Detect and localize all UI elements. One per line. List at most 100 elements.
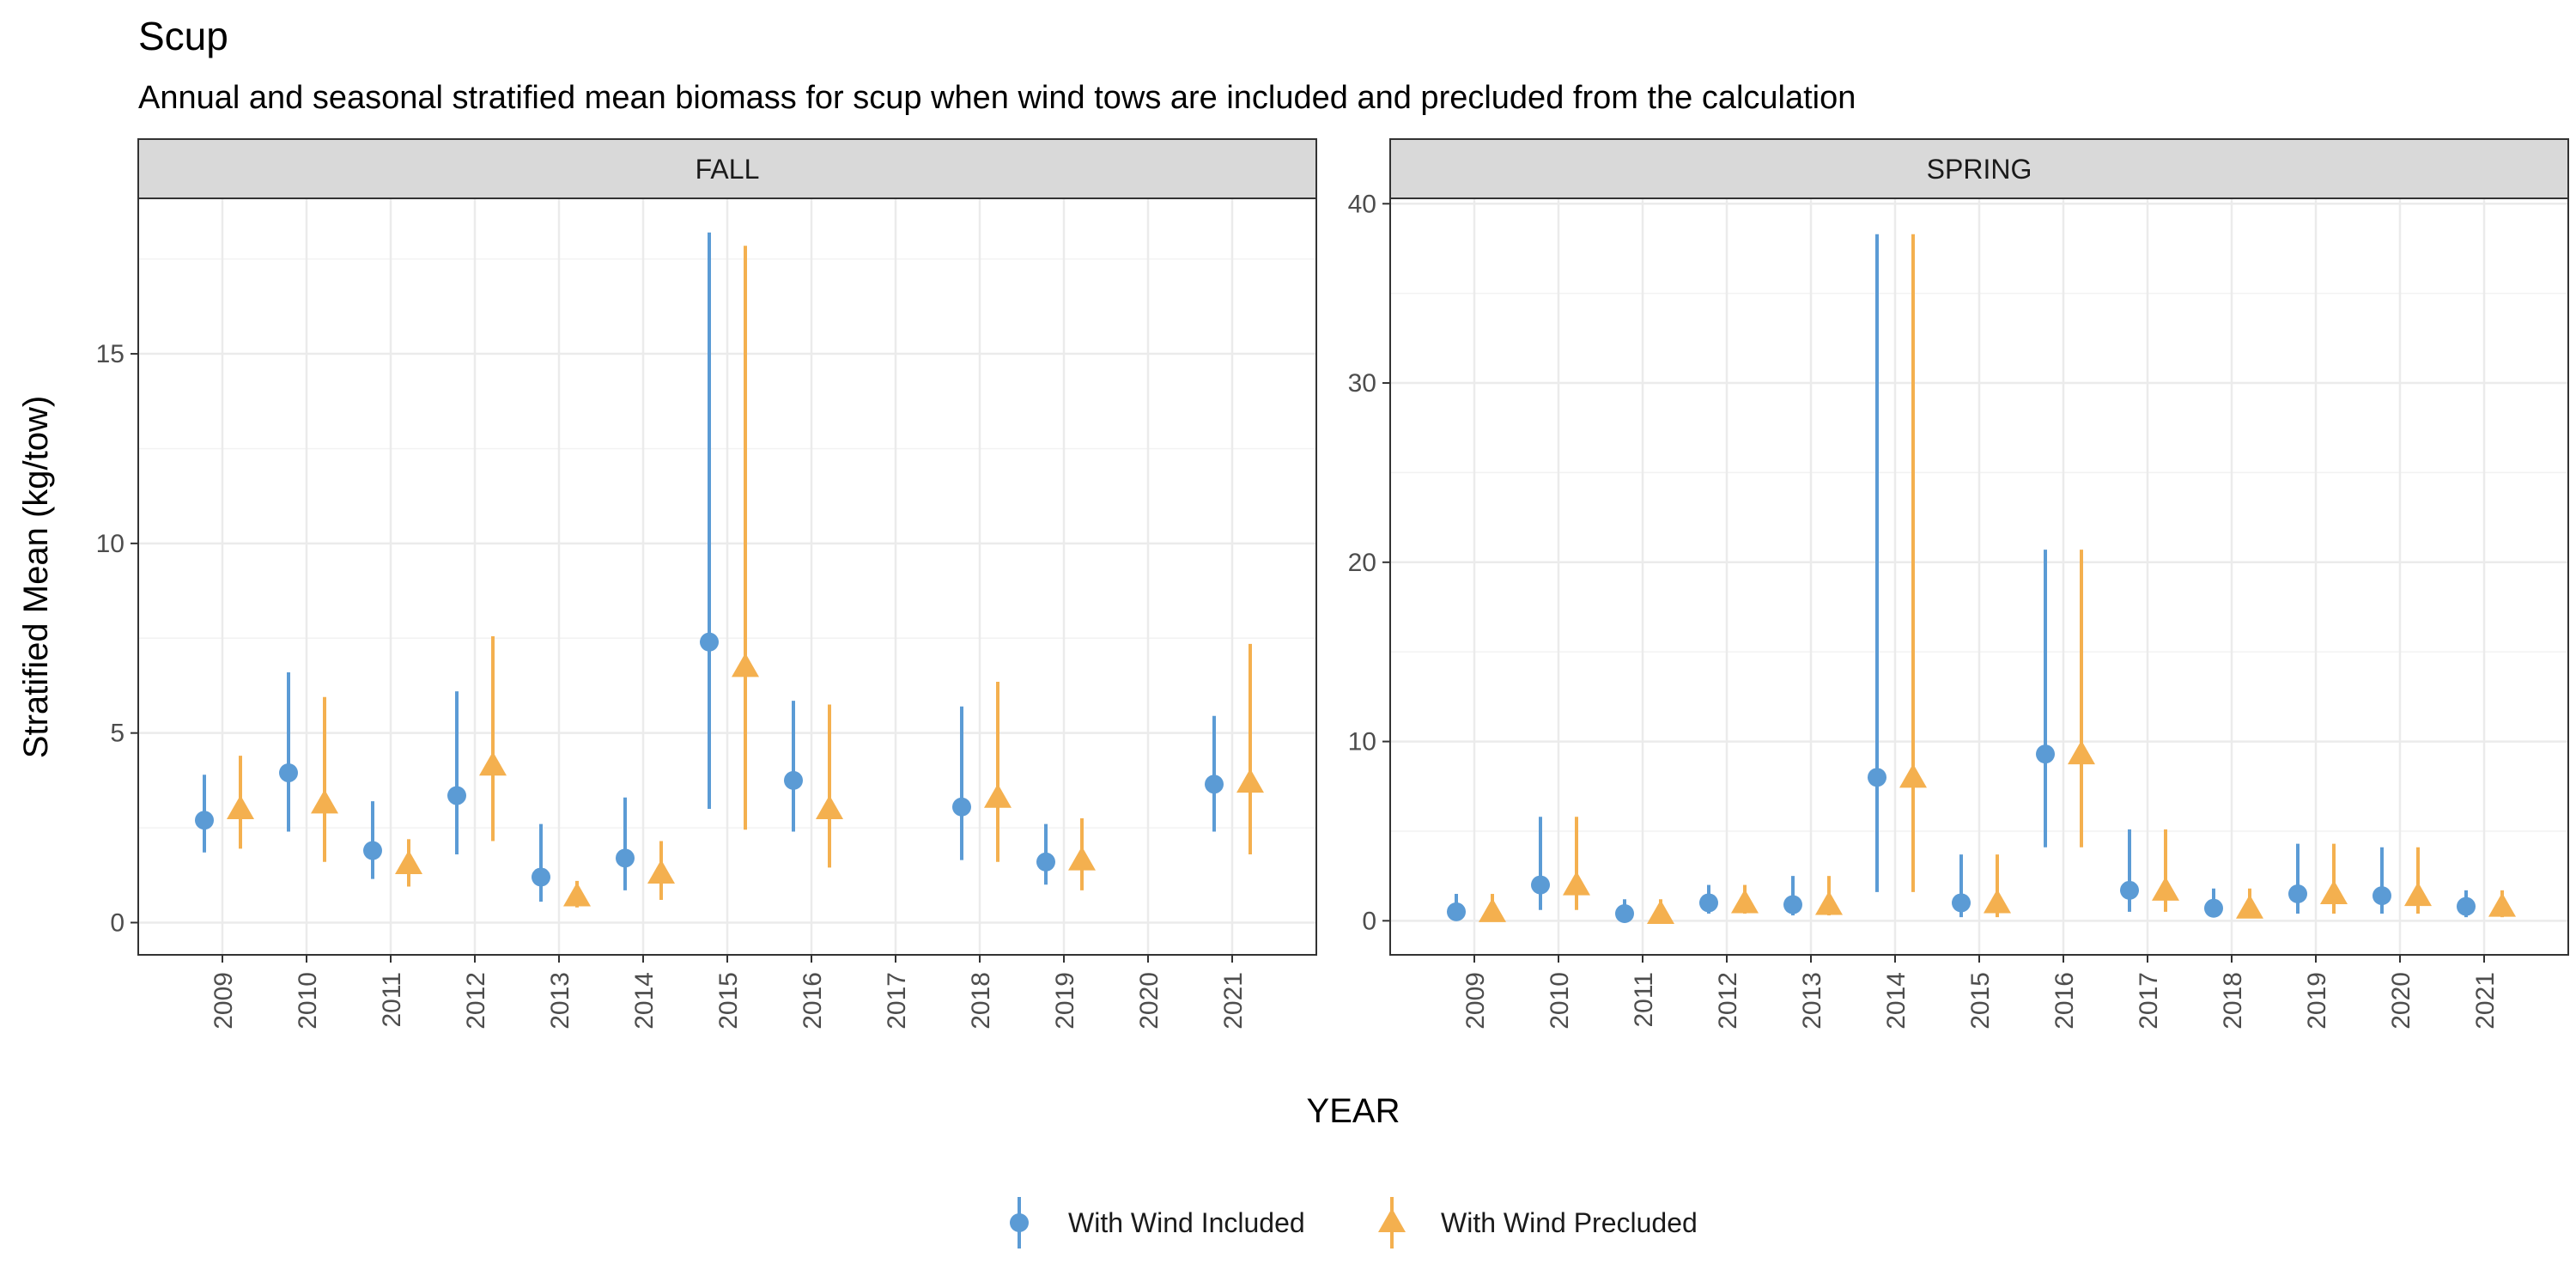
y-tick-label: 30 xyxy=(1348,369,1376,398)
data-point xyxy=(1899,763,1927,788)
data-point xyxy=(2404,882,2432,907)
legend-label-included: With Wind Included xyxy=(1068,1207,1305,1238)
y-tick-label: 5 xyxy=(110,720,125,748)
data-point xyxy=(700,632,719,652)
panel-fall: FALL 0 5 10 15 2009 2010 2011 2012 2013 2014 2015 20… xyxy=(96,138,1317,1030)
x-tick-label: 2020 xyxy=(1135,972,1163,1030)
panels: FALL 0 5 10 15 2009 2010 2011 2012 2013 2014 2015 20… xyxy=(96,138,2569,1030)
data-point xyxy=(2120,880,2139,900)
data-point xyxy=(1479,897,1506,922)
data-point xyxy=(363,841,382,860)
panel-border xyxy=(1389,197,2569,956)
data-point xyxy=(2152,876,2179,901)
data-point xyxy=(1699,893,1718,913)
panel-strip-label: FALL xyxy=(696,154,760,185)
legend: With Wind Included With Wind Precluded xyxy=(1010,1197,1698,1249)
data-point xyxy=(195,811,214,830)
x-tick-label: 2010 xyxy=(1546,972,1574,1030)
x-tick-label: 2017 xyxy=(883,972,911,1030)
x-tick-label: 2020 xyxy=(2387,972,2415,1030)
data-point xyxy=(2457,896,2476,916)
x-tick-label: 2015 xyxy=(1966,972,1995,1030)
data-point xyxy=(1531,875,1550,895)
data-point xyxy=(2036,744,2055,764)
x-tick-label: 2016 xyxy=(799,972,827,1030)
x-tick-label: 2015 xyxy=(714,972,743,1030)
x-tick-label: 2011 xyxy=(1630,972,1658,1028)
chart-title: Scup xyxy=(138,14,228,58)
data-point xyxy=(2320,880,2348,905)
data-point xyxy=(1783,895,1802,914)
data-point xyxy=(563,882,591,907)
data-point xyxy=(1615,903,1634,923)
x-tick-label: 2017 xyxy=(2135,972,2163,1030)
panel-spring: SPRING 0 10 20 30 40 2009 2010 2011 2012 2013 2014 2… xyxy=(1348,138,2569,1030)
data-point xyxy=(1984,889,2011,914)
x-axis-title: YEAR xyxy=(1307,1092,1400,1130)
series-included xyxy=(195,232,1224,902)
data-point xyxy=(1447,902,1466,921)
data-point xyxy=(479,751,507,776)
data-point xyxy=(1731,889,1759,914)
y-tick-label: 10 xyxy=(1348,728,1376,756)
series-included xyxy=(1447,234,2476,923)
data-point xyxy=(2204,898,2223,918)
data-point xyxy=(2488,892,2516,917)
x-tick-label: 2019 xyxy=(2303,972,2331,1030)
data-point xyxy=(816,794,843,819)
data-point xyxy=(2068,740,2095,765)
data-point xyxy=(227,794,254,819)
x-tick-label: 2009 xyxy=(210,972,238,1030)
series-precluded xyxy=(1479,234,2516,924)
x-tick-label: 2012 xyxy=(462,972,490,1030)
y-tick-label: 15 xyxy=(96,340,125,368)
data-point xyxy=(984,783,1012,808)
x-tick-label: 2014 xyxy=(1882,972,1911,1030)
data-point xyxy=(732,653,759,677)
x-tick-label: 2016 xyxy=(2050,972,2079,1030)
data-point xyxy=(2288,884,2307,904)
data-point xyxy=(395,850,422,875)
y-tick-label: 40 xyxy=(1348,190,1376,218)
legend-key-precluded xyxy=(1378,1197,1406,1249)
data-point xyxy=(1647,899,1674,924)
chart-subtitle: Annual and seasonal stratified mean biom… xyxy=(138,80,1856,116)
y-tick-label: 20 xyxy=(1348,549,1376,577)
legend-label-precluded: With Wind Precluded xyxy=(1441,1207,1698,1238)
data-point xyxy=(1068,846,1096,871)
data-point xyxy=(952,797,971,817)
data-point xyxy=(1952,893,1971,913)
data-point xyxy=(1868,768,1886,787)
x-tick-label: 2021 xyxy=(1219,972,1248,1030)
x-tick-label: 2018 xyxy=(2219,972,2247,1030)
data-point xyxy=(647,860,675,884)
series-precluded xyxy=(227,246,1264,908)
data-point xyxy=(279,763,298,783)
y-tick-label: 0 xyxy=(1362,907,1376,935)
panel-border xyxy=(137,197,1317,956)
x-tick-label: 2012 xyxy=(1714,972,1742,1030)
data-point xyxy=(311,789,338,814)
x-tick-label: 2009 xyxy=(1461,972,1490,1030)
x-tick-label: 2018 xyxy=(967,972,995,1030)
data-point xyxy=(1563,871,1590,896)
data-point xyxy=(2236,894,2263,919)
data-point xyxy=(447,786,466,805)
panel-strip xyxy=(137,138,1317,199)
data-point xyxy=(1036,852,1055,872)
y-tick-label: 0 xyxy=(110,908,125,937)
x-tick-label: 2014 xyxy=(630,972,659,1030)
data-point xyxy=(1205,775,1224,794)
x-tick-label: 2010 xyxy=(294,972,322,1030)
legend-key-included xyxy=(1010,1197,1029,1249)
data-point xyxy=(616,848,635,868)
panel-strip-label: SPRING xyxy=(1927,154,2032,185)
x-tick-label: 2013 xyxy=(546,972,574,1030)
x-tick-label: 2011 xyxy=(378,972,406,1028)
data-point xyxy=(784,770,803,790)
data-point xyxy=(1236,769,1264,793)
x-tick-label: 2021 xyxy=(2471,972,2500,1030)
data-point xyxy=(2372,886,2391,906)
x-tick-label: 2013 xyxy=(1798,972,1826,1030)
